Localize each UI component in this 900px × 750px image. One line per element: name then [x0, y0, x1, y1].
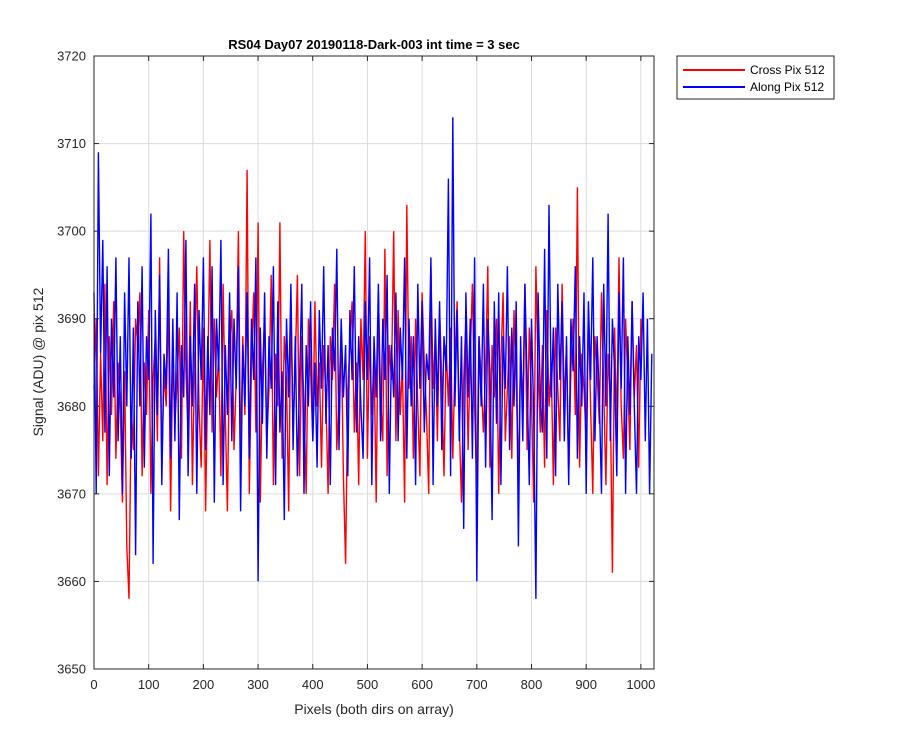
x-tick-label: 800 [521, 677, 543, 692]
y-tick-label: 3670 [57, 486, 86, 501]
x-tick-label: 0 [90, 677, 97, 692]
x-tick-label: 1000 [626, 677, 655, 692]
y-tick-label: 3680 [57, 399, 86, 414]
x-tick-label: 300 [247, 677, 269, 692]
legend-label-along: Along Pix 512 [750, 80, 824, 94]
series-line-along-pix-512 [93, 117, 653, 599]
y-tick-label: 3700 [57, 224, 86, 239]
x-tick-label: 100 [138, 677, 160, 692]
legend-label-cross: Cross Pix 512 [750, 63, 825, 77]
legend-box [676, 55, 835, 100]
y-tick-label: 3710 [57, 136, 86, 151]
x-tick-label: 500 [357, 677, 379, 692]
x-tick-label: 400 [302, 677, 324, 692]
x-tick-label: 900 [575, 677, 597, 692]
axis-ticks: 0 100 200 300 400 500 600 700 800 900 1000 3650 3660… [57, 49, 655, 693]
x-axis-label: Pixels (both dirs on array) [294, 701, 454, 717]
series-layer [93, 117, 653, 599]
y-tick-label: 3690 [57, 311, 86, 326]
x-tick-label: 200 [193, 677, 215, 692]
x-tick-label: 600 [411, 677, 433, 692]
legend: Cross Pix 512 Along Pix 512 [676, 55, 835, 100]
y-tick-label: 3650 [57, 662, 86, 677]
x-tick-label: 700 [466, 677, 488, 692]
plot-frame [93, 55, 655, 670]
chart-title: RS04 Day07 20190118-Dark-003 int time = … [228, 37, 520, 52]
y-tick-label: 3720 [57, 49, 86, 64]
y-axis-label: Signal (ADU) @ pix 512 [30, 287, 46, 436]
y-tick-label: 3660 [57, 574, 86, 589]
